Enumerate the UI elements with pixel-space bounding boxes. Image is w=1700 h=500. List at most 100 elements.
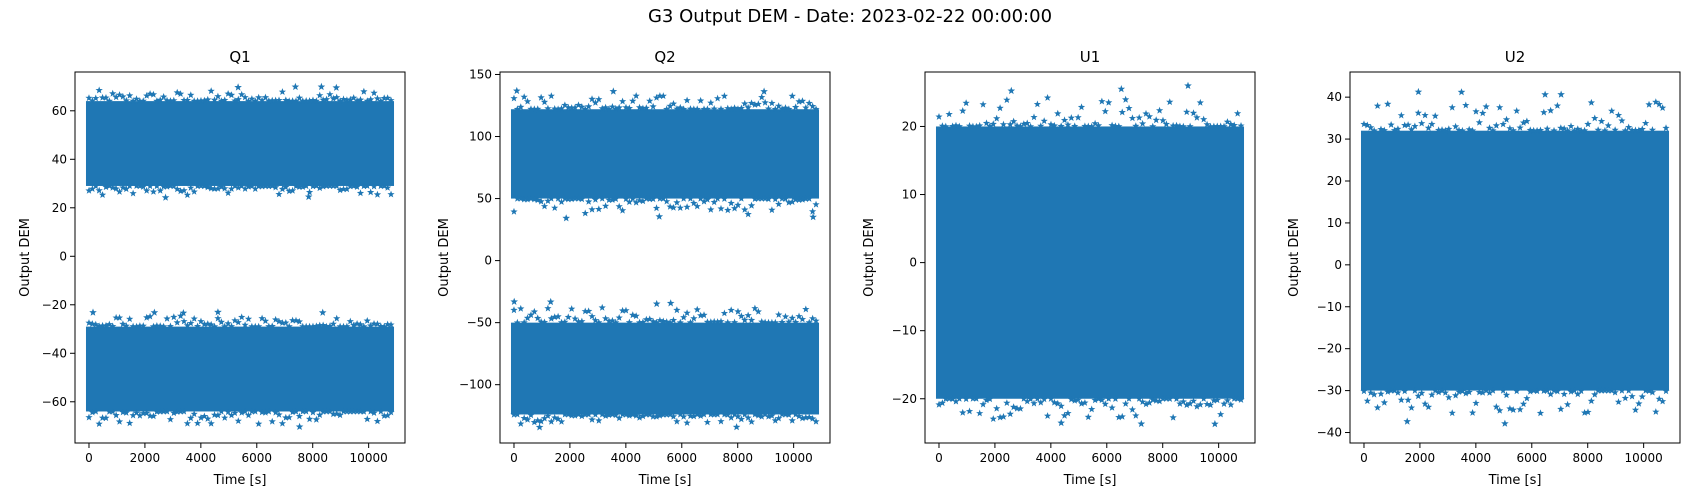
scatter-points	[1360, 87, 1670, 427]
x-axis-label: Time [s]	[213, 473, 267, 488]
y-tick-label: 20	[52, 201, 67, 215]
data-band-edge	[935, 94, 1245, 130]
x-tick-label: 8000	[722, 451, 753, 465]
axes-frame	[924, 71, 1256, 444]
x-tick-label: 10000	[1625, 451, 1663, 465]
data-band-core	[1360, 130, 1670, 391]
data-band-0	[935, 81, 1245, 428]
y-tick-label: 40	[1327, 90, 1342, 104]
y-tick-label: 50	[477, 192, 492, 206]
y-axis-label: Output DEM	[18, 218, 33, 297]
x-tick-label: 6000	[1517, 451, 1548, 465]
data-band-edge	[510, 92, 820, 113]
y-tick-label: 20	[902, 119, 917, 133]
data-band-core	[510, 109, 820, 199]
y-tick-label: 30	[1327, 132, 1342, 146]
panel-title: Q2	[654, 48, 675, 66]
data-band-edge	[510, 303, 820, 326]
x-tick-label: 4000	[1461, 451, 1492, 465]
panel-title: U2	[1505, 48, 1526, 66]
y-tick-label: 20	[1327, 174, 1342, 188]
y-tick-label: 40	[52, 152, 67, 166]
x-tick-label: 2000	[555, 451, 586, 465]
data-band-edge	[1360, 386, 1670, 417]
x-tick-label: 4000	[1036, 451, 1067, 465]
data-band-0	[510, 86, 820, 222]
y-tick-label: 0	[484, 254, 492, 268]
x-tick-label: 10000	[775, 451, 813, 465]
x-tick-label: 6000	[1092, 451, 1123, 465]
panel-title: U1	[1080, 48, 1101, 66]
x-tick-label: 2000	[980, 451, 1011, 465]
y-tick-label: −40	[1317, 426, 1342, 440]
x-axis-label: Time [s]	[1063, 473, 1117, 488]
x-tick-label: 0	[85, 451, 93, 465]
data-band-edge	[935, 395, 1245, 422]
scatter-points	[510, 86, 820, 431]
x-tick-label: 0	[1360, 451, 1368, 465]
x-tick-label: 10000	[1200, 451, 1238, 465]
chart-panel-q1: 0 2000 4000 6000 8000 10000 −60 −40 −20 0 20 40 60 Q1…	[18, 48, 406, 488]
data-band-core	[935, 126, 1245, 399]
y-tick-label: 0	[909, 256, 917, 270]
x-tick-label: 10000	[350, 451, 388, 465]
y-tick-label: 150	[469, 67, 492, 81]
data-band-1	[85, 308, 395, 430]
y-tick-label: 10	[902, 188, 917, 202]
axes-frame	[499, 71, 831, 444]
y-tick-label: −50	[467, 316, 492, 330]
x-tick-label: 8000	[297, 451, 328, 465]
panel-title: Q1	[229, 48, 250, 66]
x-tick-label: 2000	[130, 451, 161, 465]
y-tick-label: 0	[1334, 258, 1342, 272]
data-band-core	[85, 326, 395, 412]
scatter-points	[935, 81, 1245, 428]
y-tick-label: −20	[1317, 342, 1342, 356]
y-tick-label: −100	[459, 378, 492, 392]
y-tick-label: 10	[1327, 216, 1342, 230]
y-tick-label: −40	[42, 346, 67, 360]
y-tick-label: 0	[59, 249, 67, 263]
x-tick-label: 2000	[1405, 451, 1436, 465]
x-tick-label: 8000	[1572, 451, 1603, 465]
y-tick-label: −10	[892, 324, 917, 338]
axes-frame	[74, 71, 406, 444]
scatter-points	[85, 82, 395, 430]
x-tick-label: 6000	[242, 451, 273, 465]
data-band-edge	[85, 182, 395, 199]
y-axis-label: Output DEM	[1287, 218, 1302, 297]
data-band-edge	[1360, 98, 1670, 134]
data-band-edge	[85, 312, 395, 330]
x-tick-label: 8000	[1147, 451, 1178, 465]
y-tick-label: −10	[1317, 300, 1342, 314]
chart-panel-u1: 0 2000 4000 6000 8000 10000 −20 −10 0 10 20 U1 Time …	[862, 48, 1256, 488]
data-band-edge	[510, 410, 820, 427]
figure-title: G3 Output DEM - Date: 2023-02-22 00:00:0…	[647, 6, 1053, 27]
y-axis-label: Output DEM	[437, 218, 452, 297]
y-tick-label: 100	[469, 130, 492, 144]
x-tick-label: 4000	[186, 451, 217, 465]
data-band-0	[1360, 87, 1670, 427]
data-band-edge	[510, 194, 820, 218]
data-band-1	[510, 297, 820, 431]
data-band-edge	[85, 86, 395, 105]
y-tick-label: −20	[892, 392, 917, 406]
x-tick-label: 0	[935, 451, 943, 465]
data-band-0	[85, 82, 395, 201]
x-axis-label: Time [s]	[1488, 473, 1542, 488]
y-tick-label: −20	[42, 298, 67, 312]
x-axis-label: Time [s]	[638, 473, 692, 488]
data-band-core	[85, 101, 395, 186]
x-tick-label: 4000	[611, 451, 642, 465]
data-band-edge	[85, 407, 395, 427]
data-band-core	[510, 322, 820, 415]
y-tick-label: −30	[1317, 384, 1342, 398]
x-tick-label: 6000	[667, 451, 698, 465]
y-axis-label: Output DEM	[862, 218, 877, 297]
y-tick-label: −60	[42, 395, 67, 409]
y-tick-label: 60	[52, 104, 67, 118]
chart-panel-q2: 0 2000 4000 6000 8000 10000 −100 −50 0 50 100 150 Q2…	[437, 48, 831, 488]
x-tick-label: 0	[510, 451, 518, 465]
